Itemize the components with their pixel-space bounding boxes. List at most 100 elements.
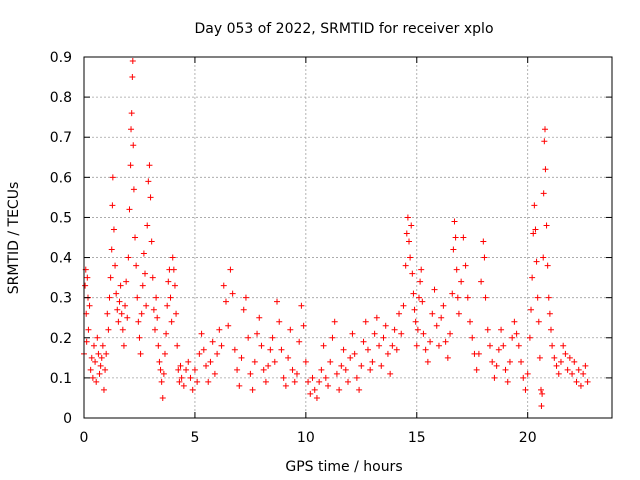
data-point (427, 338, 434, 345)
data-point (82, 282, 89, 289)
data-point (109, 202, 116, 209)
data-point (549, 342, 556, 349)
data-point (144, 222, 151, 229)
data-point (156, 358, 163, 365)
data-point (276, 318, 283, 325)
data-point (553, 362, 560, 369)
data-point (229, 290, 236, 297)
data-point (110, 226, 117, 233)
data-point (236, 382, 243, 389)
data-point (543, 222, 550, 229)
data-point (342, 366, 349, 373)
data-point (520, 374, 527, 381)
data-point (177, 362, 184, 369)
data-point (227, 266, 234, 273)
data-point (170, 266, 177, 273)
data-point (571, 358, 578, 365)
data-point (419, 298, 426, 305)
data-point (562, 350, 569, 357)
data-point (164, 302, 171, 309)
data-point (139, 282, 146, 289)
y-tick-label: 0.3 (50, 291, 72, 307)
data-point (175, 366, 182, 373)
data-point (183, 366, 190, 373)
data-point (486, 342, 493, 349)
data-point (447, 330, 454, 337)
data-point (92, 358, 99, 365)
data-point (136, 334, 143, 341)
data-point (300, 322, 307, 329)
data-point (258, 342, 265, 349)
data-point (380, 334, 387, 341)
data-point (216, 326, 223, 333)
y-axis-title: SRMTID / TECUs (6, 182, 22, 295)
data-point (289, 366, 296, 373)
data-point (420, 330, 427, 337)
data-point (138, 310, 145, 317)
grid (84, 57, 612, 418)
y-tick-label: 0.7 (50, 130, 72, 146)
data-point (262, 378, 269, 385)
data-point (167, 294, 174, 301)
data-point (161, 350, 168, 357)
data-point (373, 314, 380, 321)
data-point (90, 342, 97, 349)
data-point (515, 342, 522, 349)
data-point (298, 302, 305, 309)
data-point (127, 162, 134, 169)
data-point (506, 358, 513, 365)
data-point (560, 342, 567, 349)
data-point (269, 334, 276, 341)
data-point (218, 342, 225, 349)
data-point (417, 278, 424, 285)
data-point (347, 354, 354, 361)
data-point (540, 254, 547, 261)
data-point (473, 366, 480, 373)
data-point (94, 334, 101, 341)
data-point (429, 310, 436, 317)
data-point (351, 350, 358, 357)
data-point (99, 342, 106, 349)
data-point (349, 330, 356, 337)
data-point (569, 370, 576, 377)
data-point (88, 354, 95, 361)
data-point (435, 342, 442, 349)
data-point (438, 314, 445, 321)
data-point (157, 366, 164, 373)
data-point (391, 326, 398, 333)
data-point (118, 310, 125, 317)
data-point (271, 358, 278, 365)
data-point (538, 402, 545, 409)
data-point (187, 374, 194, 381)
data-point (455, 310, 462, 317)
data-point (389, 342, 396, 349)
data-point (116, 298, 123, 305)
data-point (502, 366, 509, 373)
data-point (109, 174, 116, 181)
data-point (129, 74, 136, 81)
data-point (340, 346, 347, 353)
data-point (176, 378, 183, 385)
data-point (393, 346, 400, 353)
data-point (481, 254, 488, 261)
data-point (584, 378, 591, 385)
data-points (81, 58, 591, 409)
data-point (440, 302, 447, 309)
data-point (460, 234, 467, 241)
data-point (410, 290, 417, 297)
data-point (130, 142, 137, 149)
y-tick-label: 0.6 (50, 170, 72, 186)
data-point (104, 310, 111, 317)
data-point (412, 318, 419, 325)
data-point (336, 386, 343, 393)
data-point (320, 342, 327, 349)
data-point (345, 378, 351, 385)
data-point (493, 362, 500, 369)
data-point (367, 366, 374, 373)
data-point (402, 262, 409, 269)
data-point (489, 358, 496, 365)
data-point (407, 254, 414, 261)
data-point (406, 238, 413, 245)
data-point (511, 318, 518, 325)
data-point (353, 374, 360, 381)
